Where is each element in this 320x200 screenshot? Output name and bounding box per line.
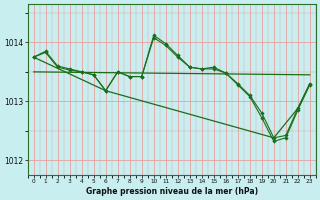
X-axis label: Graphe pression niveau de la mer (hPa): Graphe pression niveau de la mer (hPa) xyxy=(86,187,258,196)
